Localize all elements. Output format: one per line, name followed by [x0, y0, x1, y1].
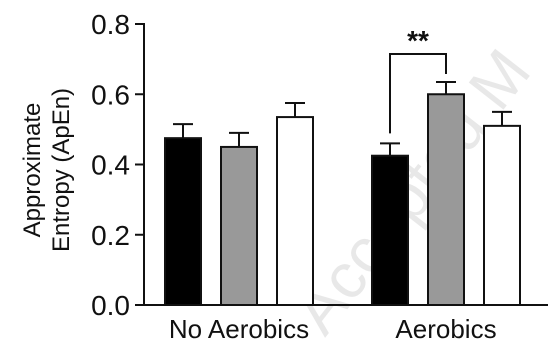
axes — [143, 23, 548, 306]
significance-label: ** — [407, 25, 429, 56]
category-label: No Aerobics — [169, 314, 309, 344]
y-axis-title-line-2: Entropy (ApEn) — [48, 88, 75, 252]
y-tick-label: 0.0 — [91, 290, 130, 321]
bar — [164, 137, 202, 306]
significance-annotations: ** — [389, 25, 447, 134]
y-tick-label: 0.2 — [91, 220, 130, 251]
y-axis-title-line-1: Approximate — [19, 103, 46, 238]
y-axis-ticks: 0.0 0.2 0.4 0.6 0.8 — [91, 9, 144, 321]
y-tick-label: 0.8 — [91, 9, 130, 40]
bar — [483, 124, 521, 306]
bar — [371, 154, 409, 306]
bar — [427, 93, 465, 306]
category-label: Aerobics — [395, 314, 496, 344]
y-tick-label: 0.6 — [91, 79, 130, 110]
significance-bracket — [389, 52, 447, 134]
y-tick-label: 0.4 — [91, 150, 130, 181]
y-axis-title: Approximate Entropy (ApEn) — [19, 88, 75, 252]
bar — [220, 145, 258, 306]
bar — [276, 116, 314, 306]
bars — [164, 80, 521, 306]
x-axis-categories: No Aerobics Aerobics — [169, 314, 497, 344]
